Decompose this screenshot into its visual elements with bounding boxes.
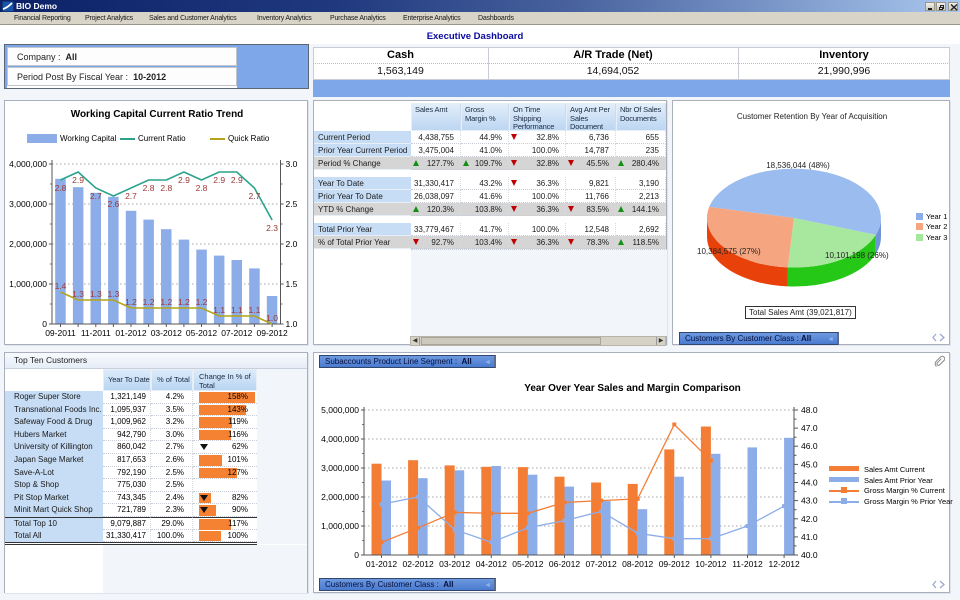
svg-text:06-2012: 06-2012 (549, 559, 580, 569)
svg-text:2.8: 2.8 (196, 183, 208, 193)
svg-text:2.8: 2.8 (143, 183, 155, 193)
svg-text:2.8: 2.8 (160, 183, 172, 193)
svg-text:1.1: 1.1 (231, 305, 243, 315)
svg-text:07-2012: 07-2012 (221, 328, 252, 338)
svg-text:41.0: 41.0 (801, 532, 818, 542)
svg-text:0: 0 (42, 319, 47, 329)
svg-text:4,000,000: 4,000,000 (321, 434, 359, 444)
svg-text:3,000,000: 3,000,000 (321, 463, 359, 473)
svg-text:12-2012: 12-2012 (768, 559, 799, 569)
svg-text:4,000,000: 4,000,000 (9, 159, 47, 169)
svg-text:2.6: 2.6 (107, 199, 119, 209)
svg-text:1.2: 1.2 (196, 297, 208, 307)
svg-text:2.8: 2.8 (55, 183, 67, 193)
svg-text:1.2: 1.2 (125, 297, 137, 307)
svg-text:2.9: 2.9 (178, 175, 190, 185)
svg-text:5,000,000: 5,000,000 (321, 405, 359, 415)
svg-text:1.0: 1.0 (286, 319, 298, 329)
svg-text:2.3: 2.3 (266, 223, 278, 233)
svg-text:44.0: 44.0 (801, 478, 818, 488)
svg-text:2.0: 2.0 (286, 239, 298, 249)
svg-text:11-2012: 11-2012 (732, 559, 763, 569)
svg-text:3.0: 3.0 (286, 159, 298, 169)
svg-text:01-2012: 01-2012 (366, 559, 397, 569)
svg-text:46.0: 46.0 (801, 441, 818, 451)
svg-text:03-2012: 03-2012 (151, 328, 182, 338)
svg-text:45.0: 45.0 (801, 459, 818, 469)
svg-text:40.0: 40.0 (801, 550, 818, 560)
svg-text:2.5: 2.5 (286, 199, 298, 209)
svg-text:09-2012: 09-2012 (659, 559, 690, 569)
svg-text:05-2012: 05-2012 (186, 328, 217, 338)
svg-text:04-2012: 04-2012 (476, 559, 507, 569)
svg-text:2.9: 2.9 (213, 175, 225, 185)
svg-text:03-2012: 03-2012 (439, 559, 470, 569)
svg-text:47.0: 47.0 (801, 423, 818, 433)
svg-text:05-2012: 05-2012 (512, 559, 543, 569)
svg-text:1.2: 1.2 (160, 297, 172, 307)
svg-text:2.7: 2.7 (125, 191, 137, 201)
svg-text:43.0: 43.0 (801, 496, 818, 506)
svg-text:08-2012: 08-2012 (622, 559, 653, 569)
svg-text:1.4: 1.4 (55, 281, 67, 291)
svg-text:02-2012: 02-2012 (402, 559, 433, 569)
svg-text:1,000,000: 1,000,000 (321, 521, 359, 531)
svg-text:2.9: 2.9 (231, 175, 243, 185)
svg-text:1.2: 1.2 (143, 297, 155, 307)
svg-text:09-2012: 09-2012 (256, 328, 287, 338)
svg-text:2.7: 2.7 (248, 191, 260, 201)
svg-text:11-2011: 11-2011 (81, 328, 111, 338)
svg-text:2,000,000: 2,000,000 (9, 239, 47, 249)
svg-text:1.1: 1.1 (213, 305, 225, 315)
svg-text:1,000,000: 1,000,000 (9, 279, 47, 289)
svg-text:10-2012: 10-2012 (695, 559, 726, 569)
svg-text:1.3: 1.3 (90, 289, 102, 299)
svg-text:2,000,000: 2,000,000 (321, 492, 359, 502)
svg-text:1.2: 1.2 (178, 297, 190, 307)
svg-text:42.0: 42.0 (801, 514, 818, 524)
svg-text:0: 0 (354, 550, 359, 560)
svg-text:09-2011: 09-2011 (45, 328, 76, 338)
svg-text:48.0: 48.0 (801, 405, 818, 415)
svg-text:2.9: 2.9 (72, 175, 84, 185)
svg-text:2.7: 2.7 (90, 191, 102, 201)
svg-text:07-2012: 07-2012 (585, 559, 616, 569)
svg-text:1.1: 1.1 (248, 305, 260, 315)
svg-text:01-2012: 01-2012 (115, 328, 146, 338)
svg-text:1.3: 1.3 (107, 289, 119, 299)
svg-text:1.3: 1.3 (72, 289, 84, 299)
svg-text:3,000,000: 3,000,000 (9, 199, 47, 209)
svg-text:1.5: 1.5 (286, 279, 298, 289)
svg-text:1.0: 1.0 (266, 313, 278, 323)
